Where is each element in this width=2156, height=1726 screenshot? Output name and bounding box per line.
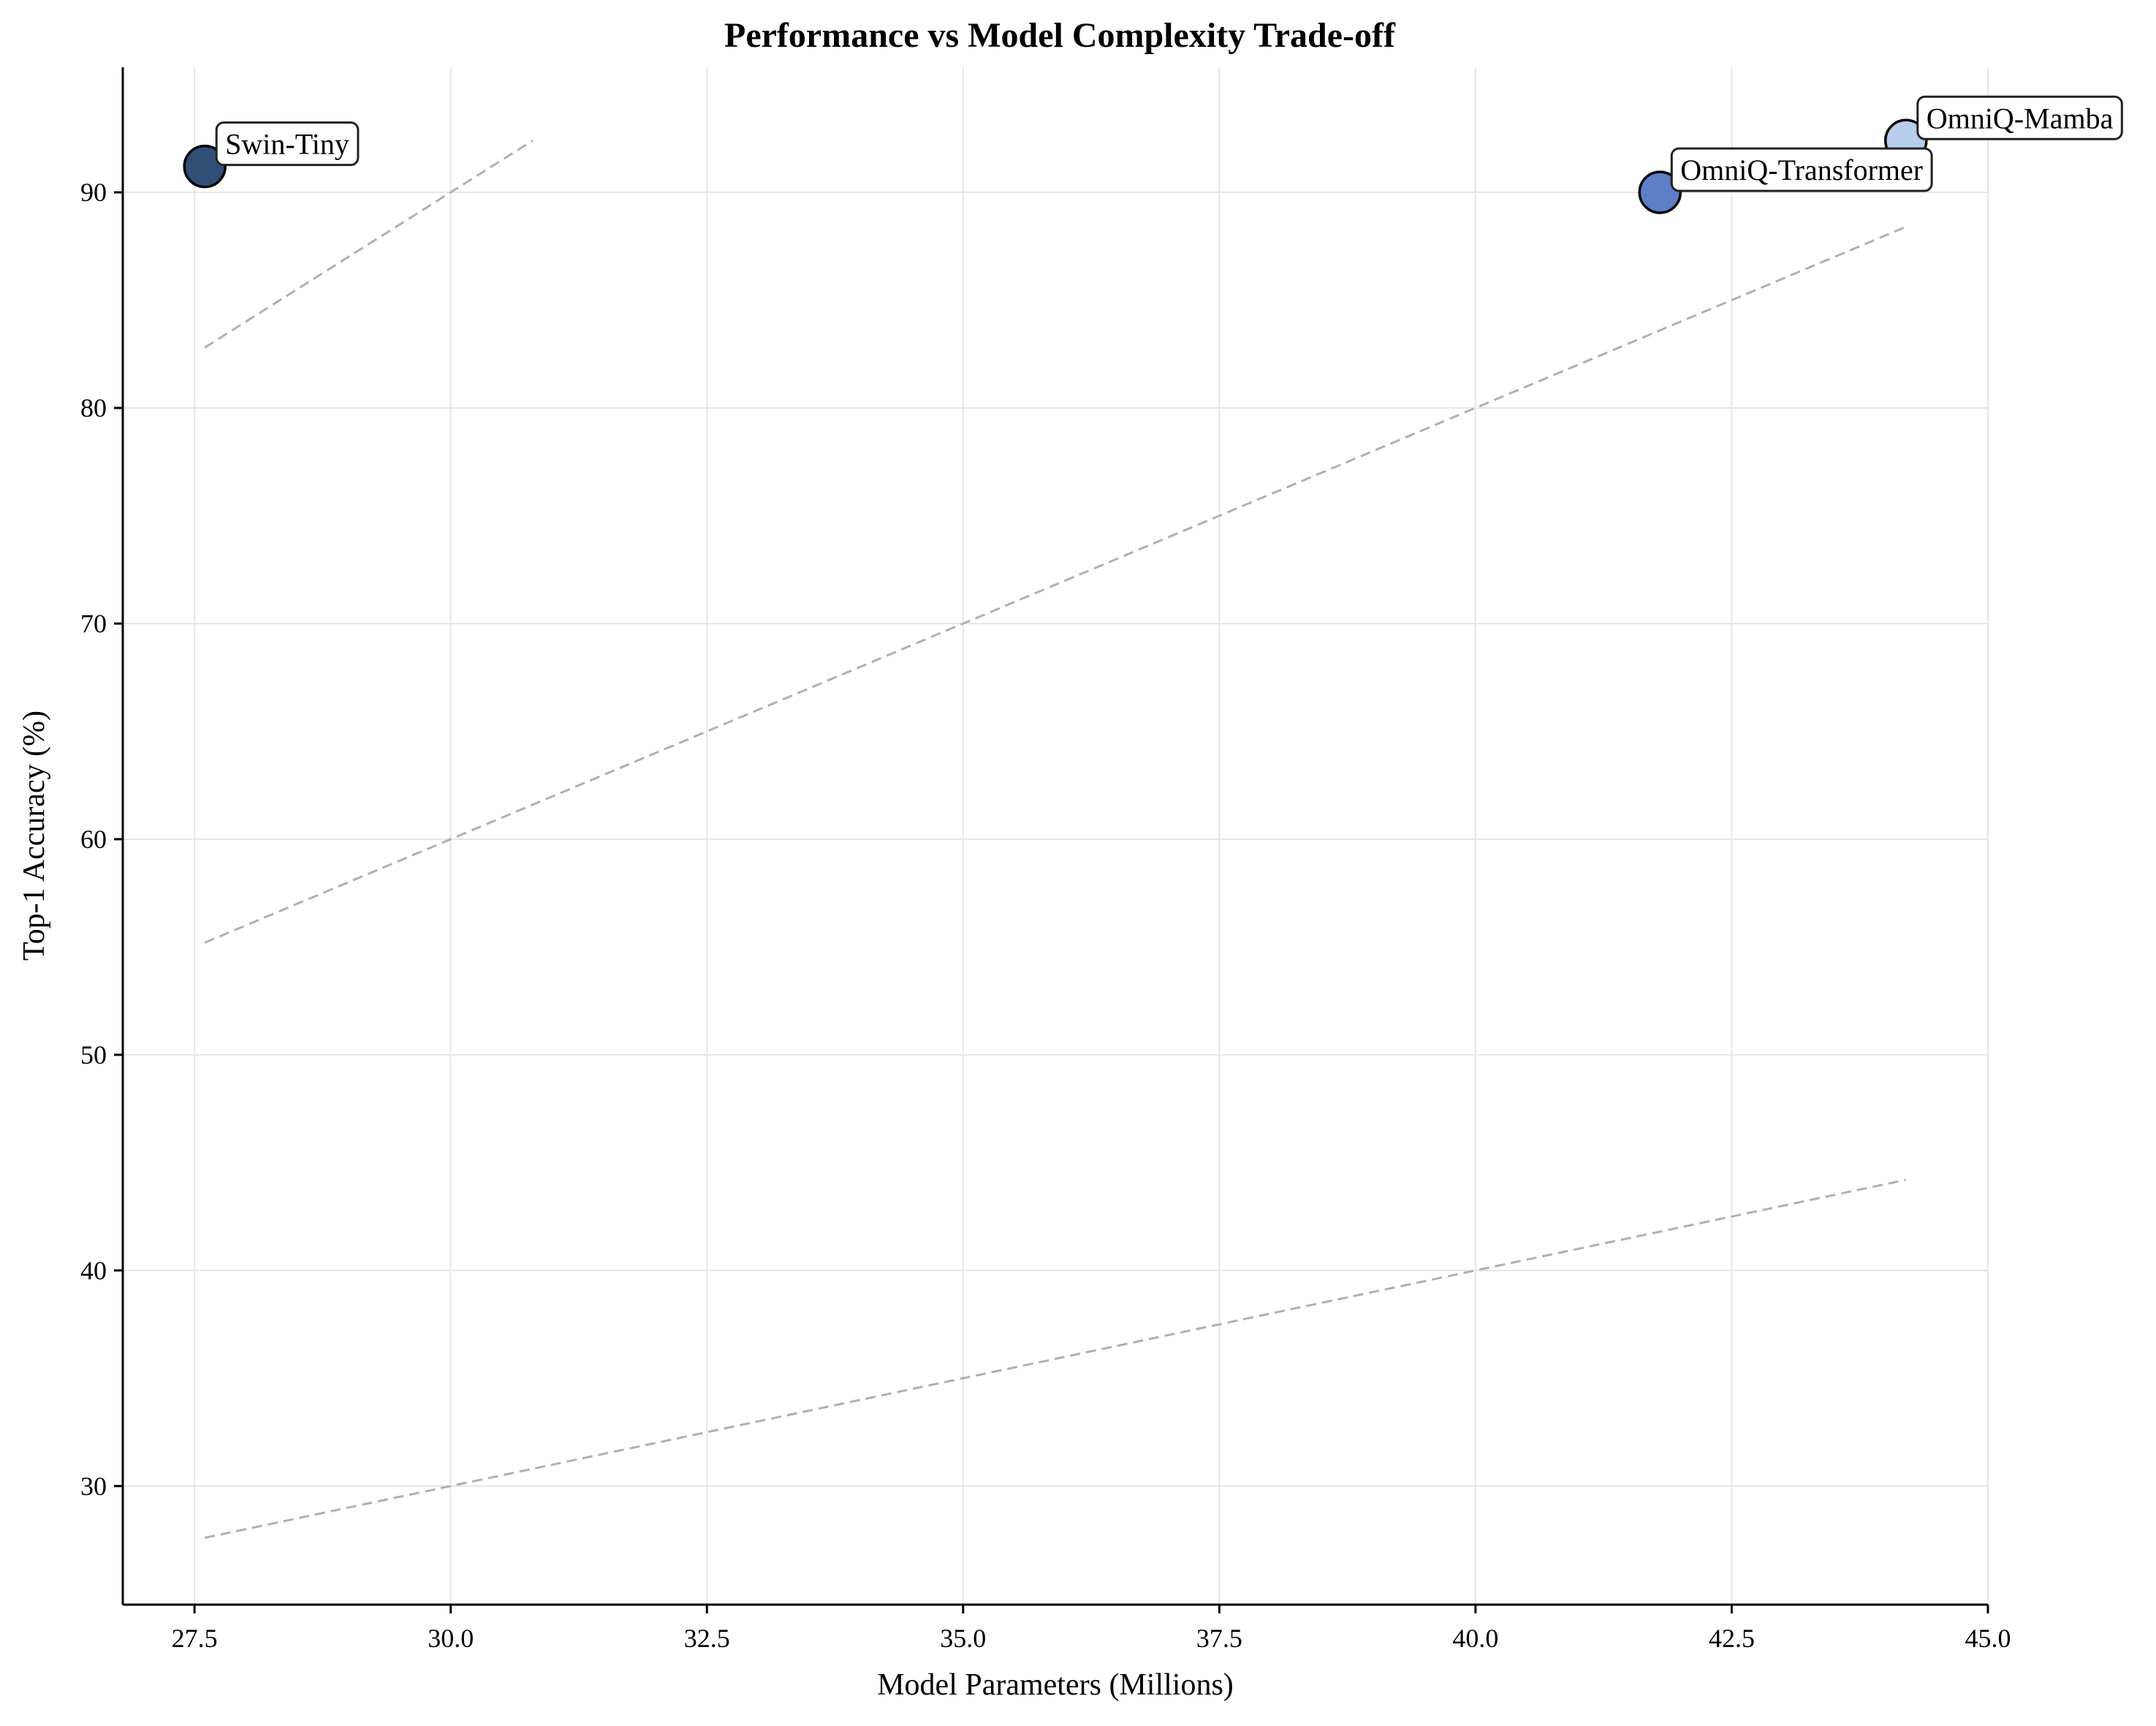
point-label: Swin-Tiny [225, 128, 349, 161]
y-tick-label: 50 [80, 1040, 107, 1070]
y-tick-label: 70 [80, 609, 107, 638]
x-tick-label: 27.5 [172, 1624, 218, 1653]
x-tick-label: 45.0 [1965, 1624, 2011, 1653]
chart-title: Performance vs Model Complexity Trade-of… [724, 16, 1396, 55]
scatter-point [1638, 170, 1682, 214]
x-tick-label: 37.5 [1196, 1624, 1242, 1653]
point-label-box [215, 121, 360, 167]
data-points [183, 118, 1928, 214]
point-label-box [1916, 95, 2123, 140]
x-tick-label: 30.0 [428, 1624, 474, 1653]
x-tick-label: 35.0 [940, 1624, 986, 1653]
scatter-point [183, 144, 227, 189]
y-tick-label: 30 [80, 1472, 107, 1501]
y-tick-label: 80 [80, 393, 107, 423]
x-tick-label: 42.5 [1709, 1624, 1755, 1653]
y-tick-label: 40 [80, 1256, 107, 1285]
x-tick-label: 40.0 [1452, 1624, 1498, 1653]
trend-line [204, 1178, 1907, 1540]
y-tick-label: 60 [80, 825, 107, 854]
trend-lines [204, 140, 1907, 1540]
point-label: OmniQ-Transformer [1680, 154, 1923, 186]
grid-layer [123, 67, 1989, 1605]
point-label: OmniQ-Mamba [1927, 102, 2114, 135]
x-tick-label: 32.5 [684, 1624, 730, 1653]
x-axis-label: Model Parameters (Millions) [877, 1668, 1234, 1702]
ticks: 27.5 30.0 32.5 35.0 37.5 40.0 42.5 45.0 30 40 50 60… [80, 178, 2011, 1653]
trend-line [204, 225, 1907, 944]
point-label-box [1670, 147, 1933, 192]
y-tick-label: 90 [80, 178, 107, 207]
trend-line [204, 140, 534, 349]
axes [121, 67, 1988, 1606]
y-axis-label: Top-1 Accuracy (%) [18, 711, 51, 961]
